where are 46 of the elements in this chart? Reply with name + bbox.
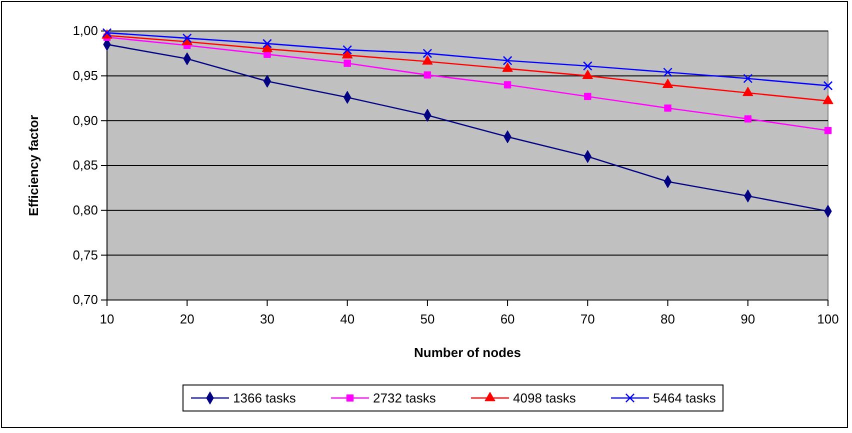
x-tick-label: 30: [260, 311, 274, 326]
point: [664, 104, 672, 112]
point: [584, 92, 592, 100]
y-axis-title: Efficiency factor: [26, 114, 41, 216]
legend-label: 2732 tasks: [373, 390, 436, 406]
point: [504, 81, 512, 88]
point: [822, 94, 834, 104]
point: [502, 62, 513, 72]
point: [582, 70, 594, 80]
x-tick-label: 50: [420, 311, 435, 326]
point: [744, 115, 752, 122]
point: [422, 55, 433, 65]
point: [182, 33, 192, 43]
y-tick-label: 0,95: [72, 68, 98, 83]
legend-label: 5464 tasks: [653, 390, 716, 406]
x-tick-label: 90: [740, 311, 756, 326]
point: [342, 49, 353, 58]
point: [742, 86, 754, 96]
x-tick-label: 70: [580, 311, 595, 326]
legend-label: 4098 tasks: [513, 390, 576, 406]
y-tick-label: 0,85: [72, 158, 98, 173]
point: [824, 126, 832, 134]
legend-label: 1366 tasks: [233, 390, 296, 406]
y-tick-label: 0,75: [72, 247, 98, 262]
y-tick-label: 0,80: [72, 202, 98, 218]
x-tick-label: 100: [817, 311, 839, 326]
point: [424, 71, 432, 79]
y-tick-label: 0,70: [72, 292, 98, 308]
point: [823, 80, 833, 90]
x-axis-title: Number of nodes: [414, 345, 521, 360]
point: [262, 38, 272, 48]
point: [582, 61, 592, 71]
point: [502, 56, 512, 66]
point: [743, 74, 753, 84]
x-tick-label: 10: [100, 311, 114, 326]
x-tick-label: 80: [660, 311, 676, 326]
y-tick-label: 0,90: [72, 112, 98, 128]
x-tick-label: 60: [500, 311, 515, 326]
x-tick-label: 40: [340, 311, 355, 326]
x-tick-label: 20: [180, 311, 194, 326]
point: [662, 78, 674, 88]
point: [342, 45, 352, 55]
point: [422, 48, 432, 58]
point: [344, 60, 351, 67]
y-tick-label: 1,00: [72, 23, 98, 38]
point: [663, 68, 672, 77]
